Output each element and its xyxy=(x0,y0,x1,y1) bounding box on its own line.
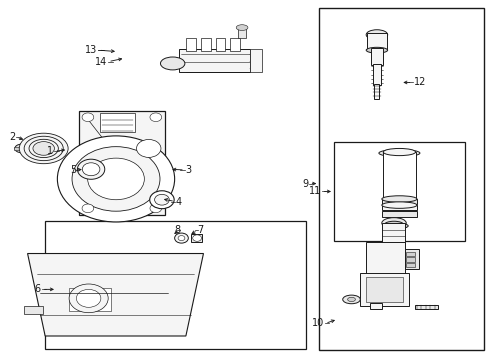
Text: 5: 5 xyxy=(70,165,76,175)
Text: 8: 8 xyxy=(174,225,180,235)
Bar xyxy=(406,263,415,267)
Text: 9: 9 xyxy=(302,179,309,189)
Text: 4: 4 xyxy=(175,197,182,207)
Bar xyxy=(366,277,403,302)
Ellipse shape xyxy=(69,284,108,313)
Ellipse shape xyxy=(383,148,416,156)
Ellipse shape xyxy=(366,47,388,53)
Bar xyxy=(230,39,240,51)
Ellipse shape xyxy=(384,221,404,228)
Bar xyxy=(382,205,417,211)
Ellipse shape xyxy=(382,202,417,208)
Ellipse shape xyxy=(82,163,100,176)
Text: 3: 3 xyxy=(185,165,192,175)
Ellipse shape xyxy=(160,57,185,70)
Text: 13: 13 xyxy=(85,45,98,55)
Bar xyxy=(14,147,23,150)
Ellipse shape xyxy=(343,295,360,304)
Ellipse shape xyxy=(155,194,169,205)
Bar xyxy=(382,223,405,243)
Ellipse shape xyxy=(236,25,248,31)
Ellipse shape xyxy=(19,133,68,164)
Bar xyxy=(79,111,165,215)
Bar xyxy=(238,28,246,39)
Bar xyxy=(406,257,415,262)
Bar xyxy=(191,234,202,242)
Text: 1: 1 xyxy=(48,146,53,156)
Ellipse shape xyxy=(82,204,94,213)
Ellipse shape xyxy=(150,191,174,209)
Ellipse shape xyxy=(82,113,94,122)
Bar xyxy=(179,49,250,72)
Ellipse shape xyxy=(383,151,416,155)
Ellipse shape xyxy=(347,297,355,302)
Bar xyxy=(319,8,485,350)
Text: 14: 14 xyxy=(95,57,107,67)
Bar xyxy=(24,306,43,315)
Bar xyxy=(374,84,379,99)
Ellipse shape xyxy=(379,149,420,157)
Ellipse shape xyxy=(193,235,201,241)
Ellipse shape xyxy=(88,158,145,200)
Bar xyxy=(405,249,419,269)
Ellipse shape xyxy=(77,159,105,179)
Bar xyxy=(370,48,383,65)
Bar xyxy=(45,221,306,348)
Ellipse shape xyxy=(76,289,101,307)
Bar xyxy=(201,39,211,51)
Bar xyxy=(369,303,382,309)
Bar xyxy=(382,211,417,217)
Ellipse shape xyxy=(366,30,388,40)
Ellipse shape xyxy=(178,235,185,240)
Bar xyxy=(334,142,465,241)
Bar xyxy=(383,152,416,202)
Bar xyxy=(250,49,262,72)
Bar xyxy=(360,273,409,306)
Ellipse shape xyxy=(382,218,406,228)
Ellipse shape xyxy=(15,144,28,153)
Bar xyxy=(186,39,196,51)
Ellipse shape xyxy=(150,113,162,122)
Text: 12: 12 xyxy=(414,77,426,87)
Bar xyxy=(367,33,387,49)
Bar xyxy=(100,113,135,132)
Text: 2: 2 xyxy=(9,132,15,142)
Bar xyxy=(382,199,417,204)
Ellipse shape xyxy=(391,224,408,228)
Ellipse shape xyxy=(174,233,188,243)
Bar xyxy=(216,39,225,51)
Text: 6: 6 xyxy=(35,284,41,294)
Bar xyxy=(373,64,381,85)
Polygon shape xyxy=(27,253,203,336)
Ellipse shape xyxy=(137,139,161,157)
Ellipse shape xyxy=(382,196,417,202)
Text: 7: 7 xyxy=(197,225,203,235)
Ellipse shape xyxy=(33,141,54,155)
Ellipse shape xyxy=(72,147,160,211)
Bar xyxy=(69,288,111,311)
Text: 10: 10 xyxy=(312,319,324,328)
Bar xyxy=(415,305,439,309)
Ellipse shape xyxy=(57,136,174,222)
Bar xyxy=(406,252,415,256)
Ellipse shape xyxy=(150,204,162,213)
Bar xyxy=(366,242,405,275)
Text: 11: 11 xyxy=(309,186,321,197)
